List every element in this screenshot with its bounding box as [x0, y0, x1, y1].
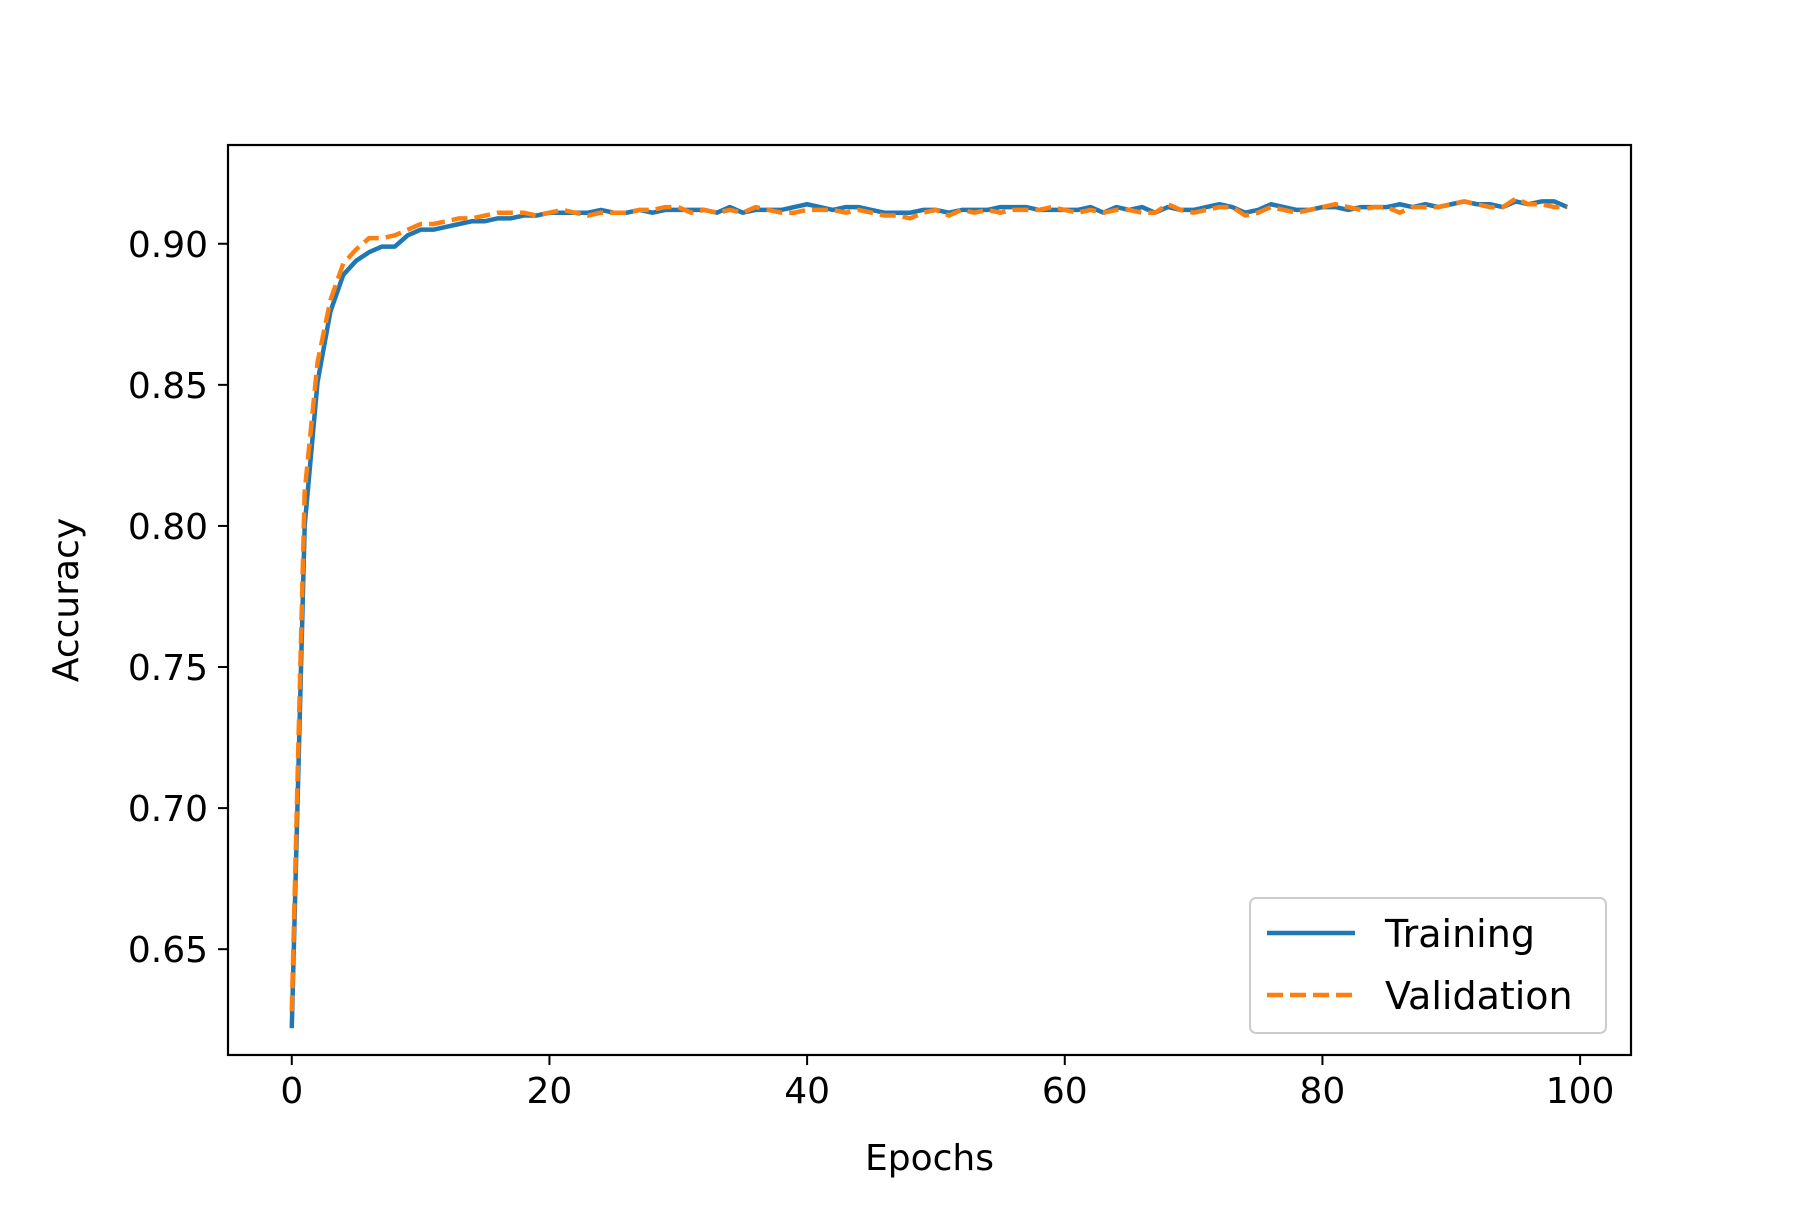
series-layer — [289, 196, 1569, 1029]
legend-label-training: Training — [1384, 912, 1535, 956]
x-tick-label: 100 — [1546, 1071, 1615, 1112]
axes-layer: 0 20 40 60 80 100 0.65 0.70 0.75 0.80 0.85 0.90 — [128, 143, 1633, 1112]
x-tick-label: 60 — [1042, 1071, 1088, 1112]
y-tick-label: 0.85 — [128, 366, 208, 407]
y-tick-label: 0.80 — [128, 507, 208, 548]
x-tick-label: 40 — [784, 1071, 830, 1112]
legend: Training Validation — [1249, 897, 1607, 1034]
plot-frame — [226, 143, 1633, 1057]
y-tick-label: 0.90 — [128, 225, 208, 266]
legend-label-validation: Validation — [1385, 974, 1573, 1018]
x-tick-label: 20 — [527, 1071, 573, 1112]
y-tick-label: 0.65 — [128, 930, 208, 971]
x-axis-title: Epochs — [865, 1138, 994, 1179]
y-tick-label: 0.70 — [128, 789, 208, 830]
x-tick-label: 80 — [1300, 1071, 1346, 1112]
y-axis-title: Accuracy — [46, 518, 87, 682]
x-tick-label: 0 — [280, 1071, 303, 1112]
series-line-validation — [289, 196, 1568, 1012]
y-tick-label: 0.75 — [128, 648, 208, 689]
